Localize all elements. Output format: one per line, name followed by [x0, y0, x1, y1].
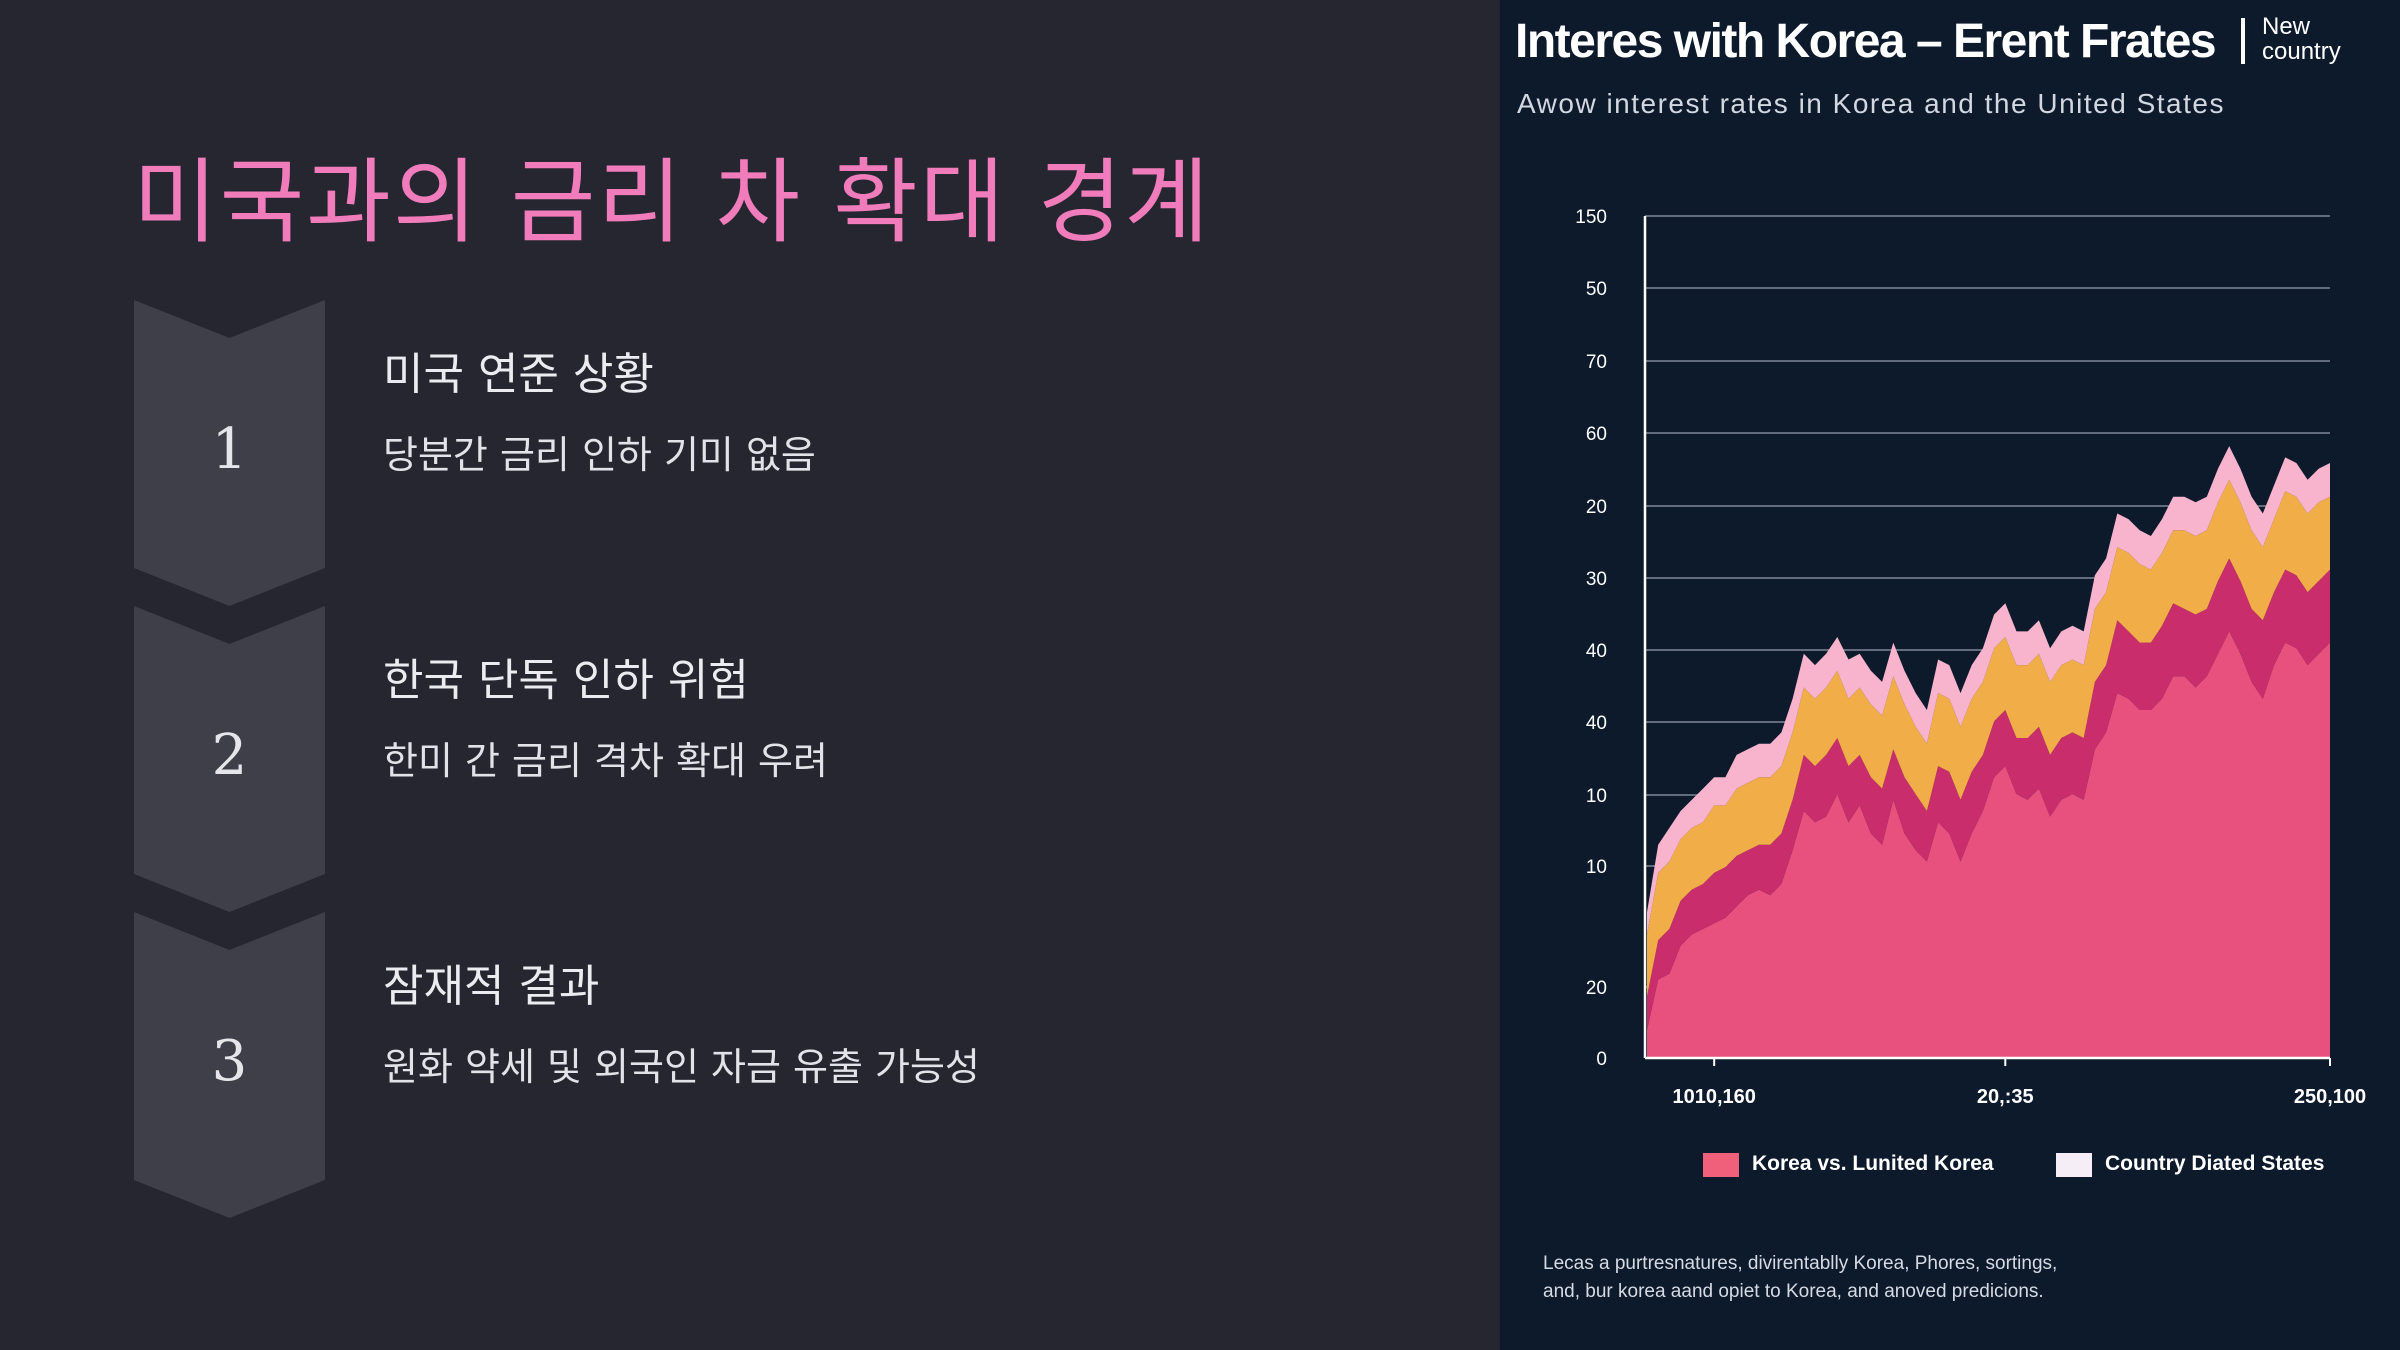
step-3-heading: 잠재적 결과	[383, 961, 600, 1012]
title-separator	[2241, 18, 2245, 64]
y-tick-label: 40	[1586, 641, 1607, 662]
y-tick-label: 20	[1586, 978, 1607, 999]
area-series	[1647, 446, 2330, 1058]
step-2-number: 2	[211, 723, 248, 788]
y-tick-label: 0	[1596, 1049, 1607, 1070]
chart-footnote-line-1: Lecas a purtresnature­s, diviren­tablly …	[1543, 1253, 2058, 1274]
y-tick-label: 40	[1586, 713, 1607, 734]
slide-left-panel: 미국과의 금리 차 확대 경계 1 미국 연준 상황 당분간 금리 인하 기미 …	[133, 149, 1212, 1218]
legend-label-us: Country Diated States	[2105, 1152, 2325, 1175]
chart-title: Interes with Korea – Erent Frates	[1515, 15, 2217, 68]
chart-subtitle: Awow interest rates in Korea and the Uni…	[1517, 88, 2225, 119]
step-2-chevron	[134, 606, 325, 912]
area-chart: 150 50 70 60 20 30 40 40 10 10 20 0 1010,160 20,:35 25…	[1575, 207, 2366, 1108]
y-tick-label: 50	[1586, 279, 1607, 300]
y-tick-label: 10	[1586, 786, 1607, 807]
axes	[1643, 216, 2331, 1066]
area-series-2	[1647, 558, 2330, 1030]
chart-panel: Interes with Korea – Erent Frates New co…	[1500, 0, 2400, 1350]
chart-tag-line-2: country	[2262, 38, 2341, 65]
area-series-3	[1647, 479, 2330, 997]
x-tick-label: 1010,160	[1672, 1086, 1755, 1108]
step-1-heading: 미국 연준 상황	[383, 349, 654, 400]
y-tick-label: 10	[1586, 857, 1607, 878]
step-2-heading: 한국 단독 인하 위험	[383, 655, 749, 706]
step-3-number: 3	[211, 1029, 248, 1094]
step-1-description: 당분간 금리 인하 기미 없음	[383, 433, 816, 477]
y-tick-label: 60	[1586, 424, 1607, 445]
x-tick-label: 20,:35	[1977, 1086, 2034, 1108]
tick-labels: 150 50 70 60 20 30 40 40 10 10 20 0 1010,160 20,:35 25…	[1575, 207, 2366, 1108]
y-tick-label: 20	[1586, 497, 1607, 518]
y-tick-label: 150	[1575, 207, 1607, 228]
legend-swatch-korea	[1703, 1153, 1739, 1177]
chart-tag-line-1: New	[2262, 13, 2311, 40]
area-series-1	[1647, 631, 2330, 1058]
chart-tag: New country	[2262, 14, 2341, 64]
step-3-chevron	[134, 912, 325, 1218]
x-tick-label: 250,100	[2294, 1086, 2366, 1108]
y-tick-label: 30	[1586, 569, 1607, 590]
chart-footnote-line-2: and, bur korea aand opiet to Korea, and …	[1543, 1281, 2044, 1302]
slide-title: 미국과의 금리 차 확대 경계	[133, 149, 1212, 256]
legend-swatch-us	[2056, 1153, 2092, 1177]
step-2-description: 한미 간 금리 격차 확대 우려	[383, 739, 828, 783]
step-1-chevron	[134, 300, 325, 606]
step-1-number: 1	[211, 417, 248, 482]
y-tick-label: 70	[1586, 352, 1607, 373]
legend-label-korea: Korea vs. Lunited Korea	[1752, 1152, 1994, 1175]
step-3-description: 원화 약세 및 외국인 자금 유출 가능성	[383, 1045, 980, 1089]
